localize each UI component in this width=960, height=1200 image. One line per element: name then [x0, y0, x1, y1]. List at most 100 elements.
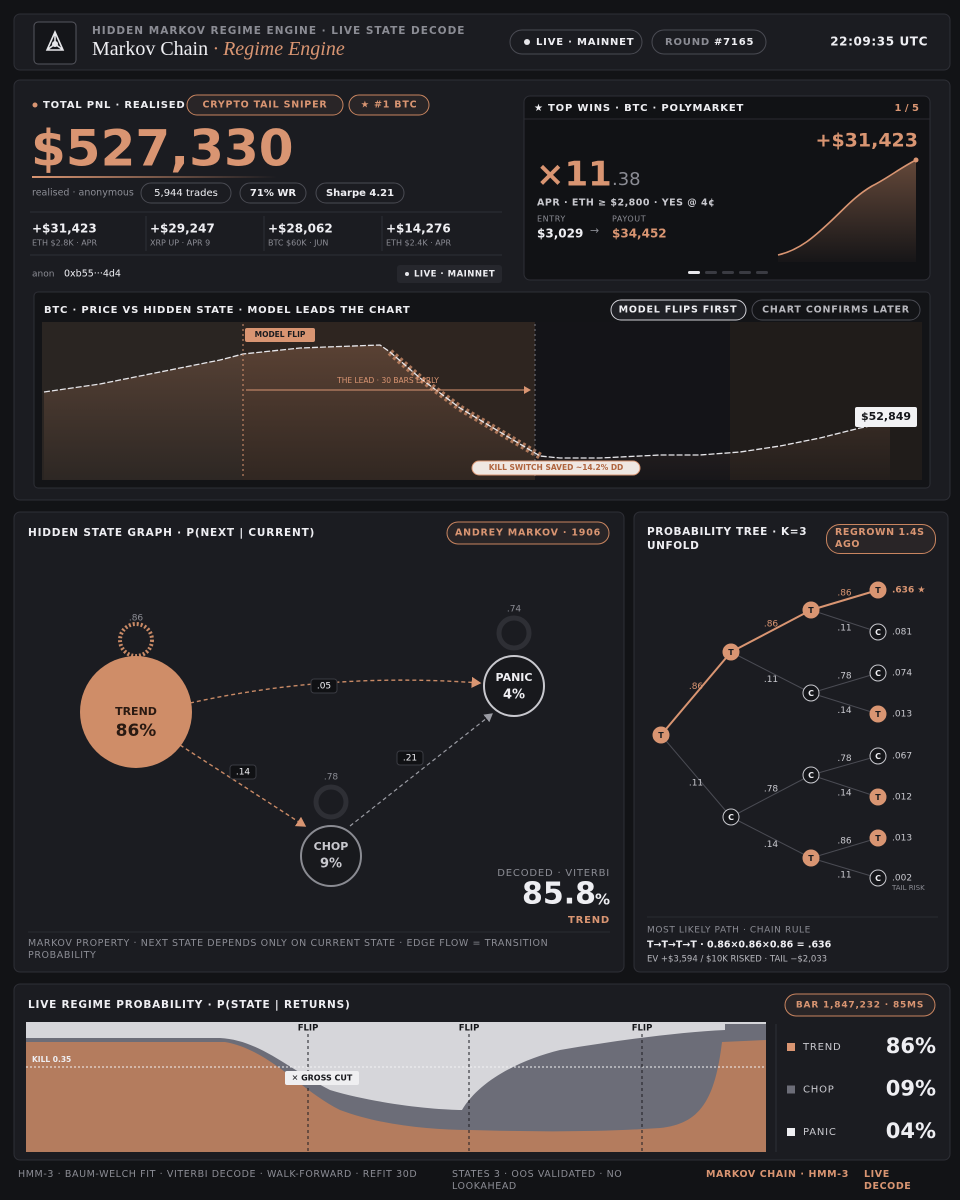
round-pill — [651, 29, 767, 55]
tree-edge-label: .86 — [837, 589, 852, 599]
regime-shade — [535, 322, 730, 480]
legend-value: 09% — [886, 1077, 936, 1101]
legend-name: CHOP — [803, 1085, 835, 1096]
tree-edge-label: .11 — [837, 624, 851, 634]
stay-prob: .86 — [129, 614, 144, 624]
node-pct: 4% — [503, 688, 525, 703]
node-name: CHOP — [314, 840, 349, 853]
tree-node — [869, 705, 887, 723]
win-amount: +$14,276 — [386, 222, 451, 236]
tree-node — [652, 726, 670, 744]
stat-pill — [315, 182, 405, 204]
entry-label: ENTRY — [537, 215, 566, 224]
tree-node-label: T — [658, 731, 664, 740]
tree-node-label: T — [875, 834, 881, 843]
payout: $34,452 — [612, 227, 667, 241]
win-desc: ETH $2.4K · APR — [386, 239, 451, 248]
edge-label-box — [229, 764, 257, 780]
footer-left: HMM-3 · BAUM-WELCH FIT · VITERBI DECODE … — [18, 1169, 418, 1180]
pager-dot[interactable] — [722, 271, 734, 274]
badge — [446, 521, 610, 545]
tree-node — [869, 869, 887, 887]
entry-arrow: → — [590, 224, 599, 237]
pnl-label: TOTAL PNL · REALISED — [43, 100, 186, 111]
leaf-prob: .074 — [892, 669, 912, 679]
node-pct: 9% — [320, 857, 342, 872]
cut-label: ✕ GROSS CUT — [292, 1074, 353, 1083]
tree-edge — [810, 857, 879, 879]
regime-title: LIVE REGIME PROBABILITY · P(STATE | RETU… — [28, 999, 351, 1011]
tree-edge-label: .11 — [764, 675, 778, 685]
logo-icon — [52, 41, 58, 47]
tree-edge — [660, 651, 732, 736]
decoded-label: DECODED · VITERBI — [497, 868, 610, 879]
tree-footer-label: MOST LIKELY PATH · CHAIN RULE — [647, 926, 811, 936]
tree-edge-label: .78 — [837, 754, 852, 764]
badge — [186, 94, 344, 116]
lead-label: THE LEAD · 30 BARS EARLY — [336, 376, 439, 385]
flip-flag: FLIP — [459, 1024, 480, 1034]
regime-legend: TREND 86% CHOP 09% PANIC 04% — [787, 1034, 936, 1143]
edge-label: .05 — [317, 682, 331, 692]
state-graph-panel — [13, 511, 625, 973]
sparkline-area — [778, 160, 916, 262]
pager-dot[interactable] — [688, 271, 700, 274]
pager-dot[interactable] — [739, 271, 751, 274]
win-profit: +$31,423 — [816, 130, 918, 152]
tree-node-label: T — [808, 606, 814, 615]
badge-text: ANDREY MARKOV · 1906 — [455, 528, 601, 539]
legend-swatch — [787, 1043, 795, 1051]
stat: Sharpe 4.21 — [326, 188, 394, 199]
tree-edge-label: .11 — [837, 871, 851, 881]
win-desc: ETH $2.8K · APR — [32, 239, 97, 248]
live-pill — [509, 29, 643, 55]
badge-text: ★ #1 BTC — [361, 100, 418, 111]
flip-flag: FLIP — [298, 1024, 319, 1034]
tree-edge — [810, 609, 879, 633]
price-title: BTC · PRICE VS HIDDEN STATE · MODEL LEAD… — [44, 305, 411, 316]
pager-dot[interactable] — [756, 271, 768, 274]
edge — [179, 744, 307, 827]
legend-name: PANIC — [803, 1127, 837, 1138]
wallet: 0xb55···4d4 — [64, 269, 121, 280]
edge-label-box — [310, 678, 338, 694]
header-title: Markov Chain · Regime Engine — [92, 38, 345, 60]
legend-swatch — [787, 1085, 795, 1094]
tree-node-label: T — [875, 710, 881, 719]
edge — [189, 676, 482, 704]
tree-node-label: C — [875, 752, 881, 761]
toggle-button[interactable] — [751, 299, 921, 321]
stat-pill — [140, 182, 232, 204]
state-graph-footer: MARKOV PROPERTY · NEXT STATE DEPENDS ONL… — [28, 938, 549, 961]
header-kicker: HIDDEN MARKOV REGIME ENGINE · LIVE STATE… — [92, 25, 465, 37]
tree-edge — [730, 651, 812, 694]
leaf-prob: .067 — [892, 752, 912, 762]
wallet-label: anon — [32, 270, 54, 280]
pager-dot[interactable] — [705, 271, 717, 274]
tree-node — [802, 601, 820, 619]
trend-band — [26, 1040, 766, 1152]
toggle-label: CHART CONFIRMS LATER — [762, 305, 910, 316]
tree-node-label: T — [728, 648, 734, 657]
node-name: PANIC — [496, 671, 533, 684]
edge — [349, 713, 493, 827]
tree-node — [802, 684, 820, 702]
self-loop — [496, 615, 532, 651]
tree-edge-label: .86 — [764, 620, 779, 630]
tree-edge-label: .86 — [689, 682, 704, 692]
footer-middle: STATES 3 · OOS VALIDATED · NO LOOKAHEAD — [452, 1169, 623, 1192]
tree-edge — [810, 774, 879, 798]
decoded-value: 85.8 — [522, 877, 596, 912]
pnl-underline — [32, 176, 277, 178]
win-multiple: ×11 — [536, 155, 612, 195]
flip-pill — [245, 328, 315, 342]
tree-edge — [810, 672, 879, 694]
win-amount: +$29,247 — [150, 222, 215, 236]
tree-node — [869, 788, 887, 806]
kill-label: KILL 0.35 — [32, 1055, 71, 1064]
footer-right-2: LIVE DECODE — [864, 1169, 912, 1192]
toggle-button[interactable] — [610, 299, 747, 321]
badge-text: BAR 1,847,232 · 85MS — [796, 1001, 924, 1011]
node-name: TREND — [115, 705, 157, 718]
footer-right: MARKOV CHAIN · HMM-3 — [706, 1169, 849, 1180]
